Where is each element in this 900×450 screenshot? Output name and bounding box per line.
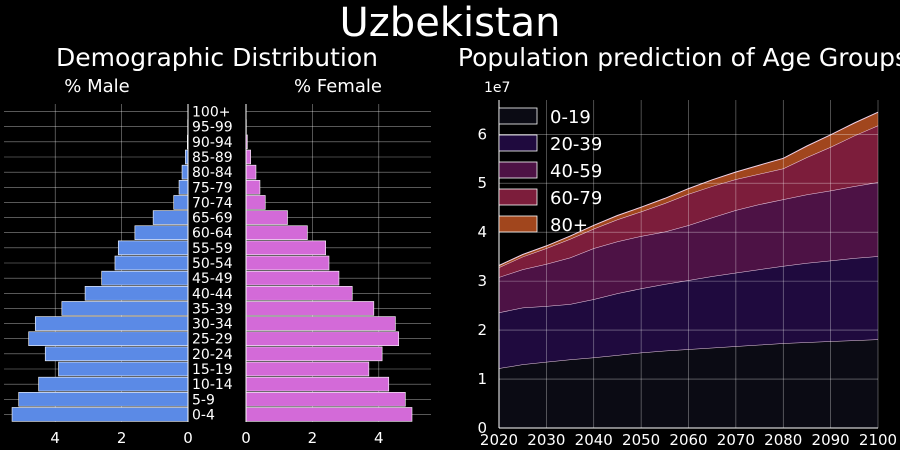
legend-swatch <box>498 161 538 179</box>
age-group-label: 30-34 <box>192 317 233 333</box>
x-tick-label: 2050 <box>622 431 660 449</box>
y-tick-label: 3 <box>477 272 487 290</box>
age-group-label: 95-99 <box>192 120 233 136</box>
y-tick-label: 0 <box>477 419 487 437</box>
female-bar <box>245 286 353 301</box>
legend-label: 80+ <box>550 215 588 236</box>
legend-label: 40-59 <box>550 161 602 182</box>
female-bar <box>245 240 326 256</box>
x-tick-label: 2060 <box>669 431 707 449</box>
x-tick-label: 2100 <box>859 431 897 449</box>
female-bar <box>245 346 383 362</box>
male-bar <box>18 392 189 407</box>
age-group-label: 5-9 <box>192 392 215 408</box>
female-tick-label: 2 <box>308 429 318 447</box>
x-tick-label: 2030 <box>527 431 565 449</box>
male-bar <box>28 331 189 346</box>
population-pyramid: 4 2 0 0 2 4 0-45-910-1415-1920-2425-2930-3435-… <box>4 104 431 447</box>
age-group-label: 100+ <box>192 105 230 121</box>
female-bar <box>245 210 288 225</box>
male-bar <box>11 407 189 422</box>
y-tick-label: 4 <box>477 223 487 241</box>
female-bar <box>245 255 330 271</box>
male-bar <box>34 316 189 331</box>
male-bar <box>58 361 189 377</box>
y-tick-label: 2 <box>477 321 487 339</box>
male-bar <box>181 164 189 180</box>
legend-swatch <box>498 134 538 152</box>
male-bar <box>134 225 189 240</box>
age-group-label: 65-69 <box>192 211 233 227</box>
age-group-label: 55-59 <box>192 241 233 257</box>
female-bar <box>245 361 370 377</box>
male-bar <box>173 195 189 210</box>
female-bar <box>245 392 406 407</box>
age-group-label: 90-94 <box>192 135 233 151</box>
male-bar <box>152 210 189 225</box>
age-group-label: 60-64 <box>192 226 233 242</box>
female-bar <box>245 376 390 392</box>
male-bar <box>61 301 189 316</box>
female-tick-label: 4 <box>374 429 384 447</box>
x-tick-label: 2080 <box>764 431 802 449</box>
y-tick-label: 6 <box>477 125 487 143</box>
male-bar <box>178 180 189 195</box>
male-bar <box>38 376 189 392</box>
age-group-label: 0-4 <box>192 407 215 423</box>
age-group-label: 20-24 <box>192 347 233 363</box>
legend-swatch <box>498 215 538 233</box>
male-bar <box>114 255 189 271</box>
female-bar <box>245 270 340 286</box>
area-chart-title: Population prediction of Age Groups <box>458 43 900 72</box>
age-group-label: 80-84 <box>192 165 233 181</box>
female-bar <box>245 316 396 331</box>
legend-label: 0-19 <box>550 107 591 128</box>
age-group-label: 35-39 <box>192 301 233 317</box>
x-tick-label: 2090 <box>812 431 850 449</box>
female-bar <box>245 180 261 195</box>
male-tick-label: 0 <box>183 429 193 447</box>
legend-swatch <box>498 188 538 206</box>
female-bar <box>245 225 308 240</box>
female-tick-label: 0 <box>241 429 251 447</box>
female-bar <box>245 331 400 346</box>
age-group-label: 70-74 <box>192 195 233 211</box>
age-group-label: 75-79 <box>192 180 233 196</box>
male-bar <box>84 286 189 301</box>
x-tick-label: 2070 <box>717 431 755 449</box>
stacked-area-chart: 2020 2030 2040 2050 2060 2070 2080 2090 2100 0 1 2 3… <box>477 100 897 449</box>
female-bar <box>245 149 251 165</box>
male-bar <box>44 346 189 362</box>
x-tick-label: 2040 <box>575 431 613 449</box>
legend-label: 20-39 <box>550 134 602 155</box>
female-bar <box>245 195 266 210</box>
female-bar <box>245 164 257 180</box>
male-bar <box>101 270 189 286</box>
y-offset-label: 1e7 <box>484 80 510 96</box>
age-group-label: 45-49 <box>192 271 233 287</box>
x-tick-label: 2020 <box>480 431 518 449</box>
female-bar <box>245 407 413 422</box>
figure-title: Uzbekistan <box>340 0 561 46</box>
age-group-label: 85-89 <box>192 150 233 166</box>
y-tick-label: 1 <box>477 370 487 388</box>
age-group-label: 10-14 <box>192 377 233 393</box>
male-tick-label: 4 <box>50 429 60 447</box>
age-group-label: 15-19 <box>192 362 233 378</box>
male-axis-title: % Male <box>64 76 129 97</box>
female-axis-title: % Female <box>294 76 382 97</box>
female-bar <box>245 301 375 316</box>
y-tick-label: 5 <box>477 174 487 192</box>
male-bar <box>117 240 189 256</box>
male-tick-label: 2 <box>117 429 127 447</box>
age-group-label: 40-44 <box>192 286 233 302</box>
age-group-label: 25-29 <box>192 332 233 348</box>
pyramid-title: Demographic Distribution <box>56 43 378 72</box>
age-group-label: 50-54 <box>192 256 233 272</box>
legend-label: 60-79 <box>550 188 602 209</box>
legend-swatch <box>498 107 538 125</box>
